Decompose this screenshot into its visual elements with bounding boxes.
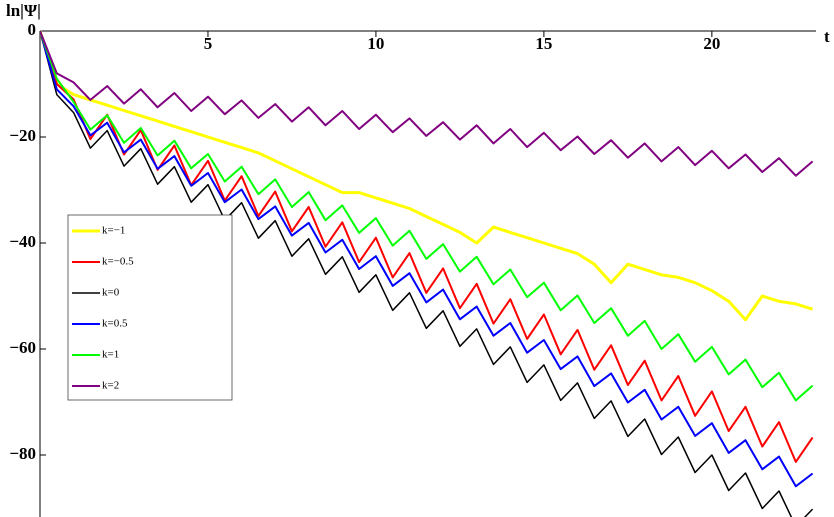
legend-label: k=0.5 xyxy=(102,318,128,330)
series-line xyxy=(40,30,814,488)
x-tick-label: 15 xyxy=(535,34,552,53)
legend-label: k=−1 xyxy=(102,225,125,237)
series-line xyxy=(40,30,814,517)
x-tick-label: 20 xyxy=(703,34,720,53)
plot-area xyxy=(40,30,814,517)
y-tick-label: 0 xyxy=(28,20,37,39)
series-line xyxy=(40,30,814,402)
legend-label: k=1 xyxy=(102,349,119,361)
x-tick-label: 10 xyxy=(367,34,384,53)
series-line xyxy=(40,30,814,177)
series-line xyxy=(40,30,814,463)
legend-label: k=2 xyxy=(102,380,119,392)
x-axis-label: t xyxy=(824,27,830,46)
y-tick-label: −60 xyxy=(9,338,36,357)
y-axis-label: ln|Ψ| xyxy=(6,1,41,20)
series-line xyxy=(40,30,814,322)
legend-label: k=−0.5 xyxy=(102,256,134,268)
y-tick-label: −80 xyxy=(9,444,36,463)
x-tick-label: 5 xyxy=(204,34,213,53)
y-tick-label: −40 xyxy=(9,232,36,251)
legend-label: k=0 xyxy=(102,287,120,299)
y-tick-label: −20 xyxy=(9,126,36,145)
legend-box xyxy=(67,214,233,401)
